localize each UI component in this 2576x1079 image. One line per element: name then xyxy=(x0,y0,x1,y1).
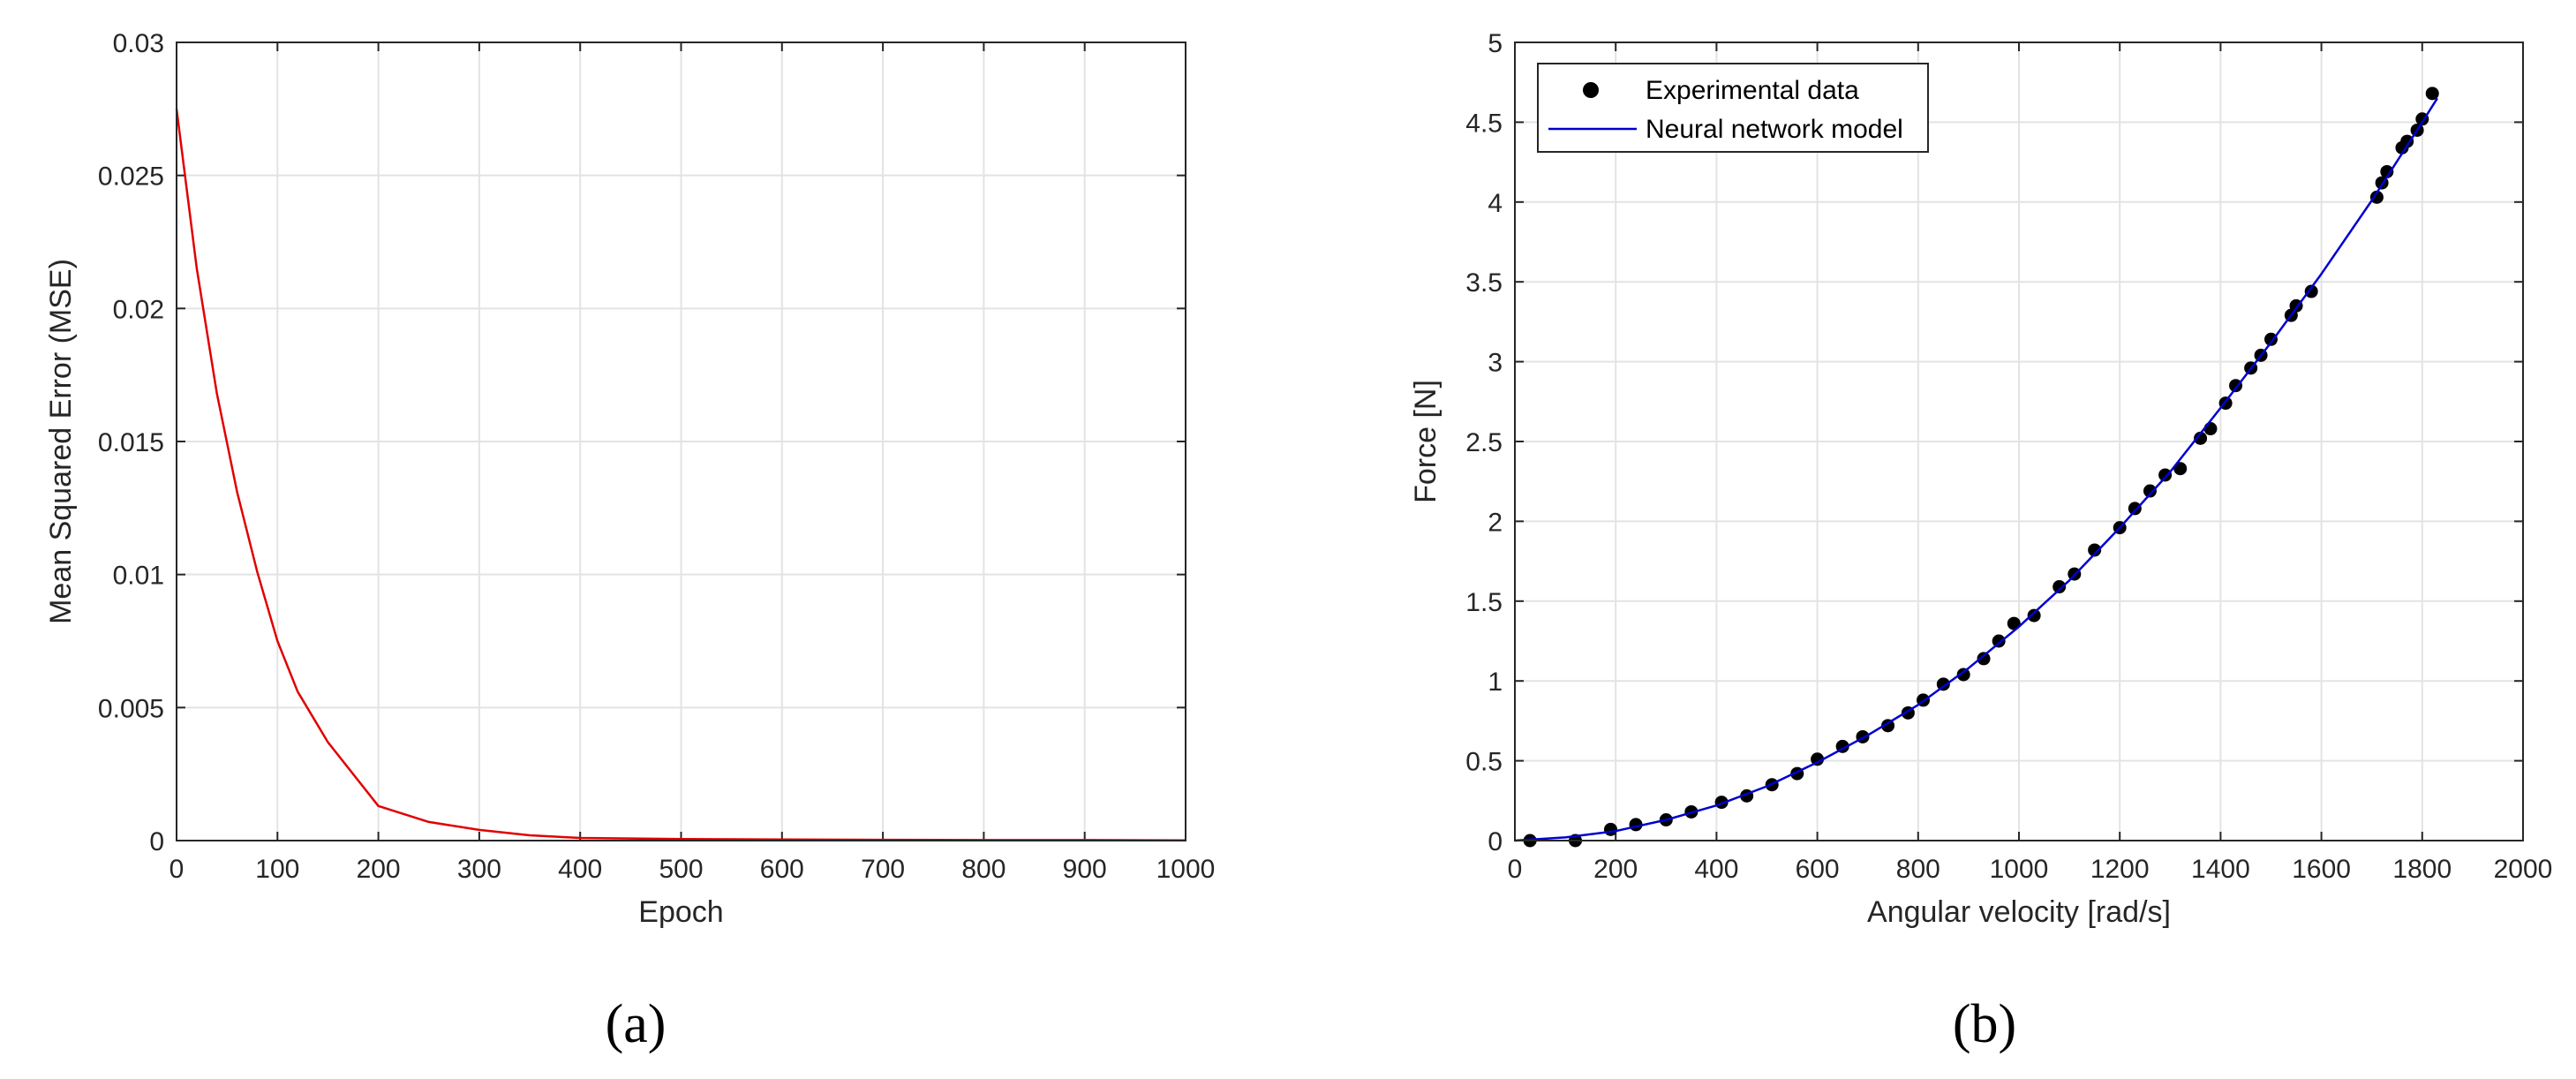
x-tick-label: 100 xyxy=(255,855,299,884)
data-point xyxy=(2027,608,2041,622)
y-tick-label: 2 xyxy=(1488,508,1503,537)
data-point xyxy=(2194,431,2208,445)
x-tick-label: 300 xyxy=(457,855,501,884)
data-point xyxy=(1992,634,2006,648)
data-point xyxy=(1603,822,1617,836)
legend-marker xyxy=(1583,82,1599,98)
x-tick-label: 200 xyxy=(1593,855,1638,884)
x-tick-label: 400 xyxy=(558,855,602,884)
series-line xyxy=(1514,97,2438,842)
y-tick-label: 3 xyxy=(1488,349,1503,378)
y-axis-label: Mean Squared Error (MSE) xyxy=(44,259,78,624)
data-point xyxy=(2053,580,2067,594)
x-tick-label: 0 xyxy=(169,855,185,884)
panel-label: (b) xyxy=(1953,994,2016,1054)
data-point xyxy=(2264,332,2278,346)
y-tick-label: 0.01 xyxy=(113,562,164,591)
chart-mse-vs-epoch: 0 100 200 300 400 500 600 700 800 900 1000 0 0.005 0.… xyxy=(44,29,1215,1054)
y-tick-label: 0.5 xyxy=(1465,748,1503,777)
legend-box xyxy=(1537,63,1929,153)
x-tick-label: 400 xyxy=(1694,855,1738,884)
y-tick-label: 0.03 xyxy=(113,29,164,58)
x-tick-label: 1200 xyxy=(2090,855,2150,884)
data-point xyxy=(1811,752,1825,766)
chart-force-vs-angular-velocity: 0 200 400 600 800 1000 1200 1400 1600 1800 2000 0 0.… xyxy=(1409,29,2552,1054)
data-point xyxy=(2369,190,2384,204)
y-tick-label: 0.025 xyxy=(98,162,164,192)
x-tick-label: 600 xyxy=(1796,855,1840,884)
y-tick-label: 0.02 xyxy=(113,295,164,324)
x-tick-label: 500 xyxy=(659,855,703,884)
legend-entry: Neural network model xyxy=(1646,115,1903,144)
y-tick-label: 0 xyxy=(1488,827,1503,856)
x-tick-label: 600 xyxy=(760,855,804,884)
data-point xyxy=(2173,462,2188,476)
data-point xyxy=(2203,422,2218,436)
data-point xyxy=(1977,652,1991,666)
x-tick-label: 700 xyxy=(861,855,905,884)
x-tick-label: 0 xyxy=(1508,855,1523,884)
x-tick-label: 1000 xyxy=(1156,855,1216,884)
y-tick-label: 4.5 xyxy=(1465,109,1503,138)
x-axis-label: Angular velocity [rad/s] xyxy=(1867,895,2171,929)
x-tick-label: 800 xyxy=(1896,855,1940,884)
data-point xyxy=(1936,677,1950,691)
data-point xyxy=(2158,468,2173,482)
y-tick-label: 0 xyxy=(149,827,164,856)
x-tick-label: 900 xyxy=(1063,855,1107,884)
y-tick-label: 1.5 xyxy=(1465,588,1503,617)
x-tick-label: 1000 xyxy=(1990,855,2049,884)
y-tick-label: 1 xyxy=(1488,668,1503,697)
x-tick-label: 200 xyxy=(357,855,401,884)
data-point xyxy=(1956,668,1970,682)
x-tick-label: 1600 xyxy=(2292,855,2351,884)
panel-label: (a) xyxy=(606,994,667,1054)
y-tick-label: 2.5 xyxy=(1465,428,1503,457)
data-point xyxy=(2425,87,2439,101)
y-tick-label: 3.5 xyxy=(1465,268,1503,298)
y-axis-label: Force [N] xyxy=(1409,380,1442,503)
data-point xyxy=(2088,543,2102,557)
x-tick-label: 2000 xyxy=(2494,855,2553,884)
data-point xyxy=(2143,484,2157,498)
y-tick-label: 4 xyxy=(1488,189,1503,218)
y-tick-label: 0.015 xyxy=(98,428,164,457)
y-tick-label: 0.005 xyxy=(98,694,164,723)
axes-box xyxy=(1514,42,2524,841)
data-point xyxy=(2400,134,2414,148)
data-point xyxy=(2304,284,2318,298)
x-tick-label: 800 xyxy=(961,855,1006,884)
legend-entry: Experimental data xyxy=(1646,76,1859,105)
axes-box xyxy=(176,42,1186,841)
y-tick-label: 5 xyxy=(1488,29,1503,58)
x-tick-label: 1800 xyxy=(2392,855,2452,884)
data-point xyxy=(2128,502,2142,516)
x-axis-label: Epoch xyxy=(638,895,723,929)
x-tick-label: 1400 xyxy=(2191,855,2250,884)
data-point xyxy=(2380,164,2394,178)
